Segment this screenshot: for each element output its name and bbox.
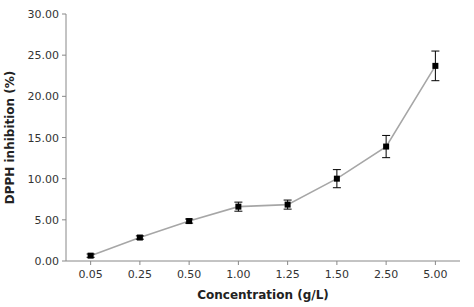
y-tick (62, 14, 66, 15)
x-tick-label: 5.00 (423, 268, 448, 281)
error-bar (234, 202, 242, 211)
error-bar (185, 219, 193, 223)
y-tick (62, 219, 66, 220)
x-tick (189, 261, 190, 265)
y-tick (62, 178, 66, 179)
data-point (432, 63, 438, 69)
y-tick-label: 10.00 (28, 173, 60, 186)
x-tick (287, 261, 288, 265)
x-axis (66, 261, 460, 262)
x-tick (238, 261, 239, 265)
y-tick (62, 55, 66, 56)
data-point (383, 144, 389, 150)
y-tick-label: 0.00 (35, 255, 60, 268)
data-point (235, 204, 241, 210)
y-tick-label: 20.00 (28, 90, 60, 103)
x-tick-label: 2.50 (374, 268, 399, 281)
error-bar (333, 170, 341, 188)
data-point (137, 235, 143, 241)
error-bar (382, 135, 390, 157)
data-point (186, 218, 192, 224)
y-axis-title: DPPH inhibition (%) (3, 71, 17, 205)
plot-area (87, 51, 440, 259)
x-tick (139, 261, 140, 265)
x-tick-label: 1.00 (226, 268, 251, 281)
x-tick (336, 261, 337, 265)
x-tick-label: 1.50 (325, 268, 350, 281)
error-bar (284, 200, 292, 209)
data-point (88, 253, 94, 259)
data-point (285, 202, 291, 208)
data-point (334, 176, 340, 182)
y-tick-label: 5.00 (35, 214, 60, 227)
y-tick-label: 15.00 (28, 132, 60, 145)
x-tick-label: 0.50 (177, 268, 202, 281)
x-tick-label: 0.25 (128, 268, 153, 281)
y-tick (62, 137, 66, 138)
y-tick-label: 30.00 (28, 8, 60, 21)
chart: 0.00 5.00 10.00 15.00 20.00 25.00 30.00 0.05 0.2… (0, 0, 474, 307)
y-tick (62, 261, 66, 262)
x-tick-label: 0.05 (78, 268, 103, 281)
y-tick-label: 25.00 (28, 49, 60, 62)
error-bar (431, 51, 439, 81)
x-tick (90, 261, 91, 265)
series-line (91, 66, 436, 256)
x-tick (435, 261, 436, 265)
x-tick (386, 261, 387, 265)
x-axis-title: Concentration (g/L) (197, 288, 329, 302)
x-tick-label: 1.25 (275, 268, 300, 281)
y-tick (62, 96, 66, 97)
